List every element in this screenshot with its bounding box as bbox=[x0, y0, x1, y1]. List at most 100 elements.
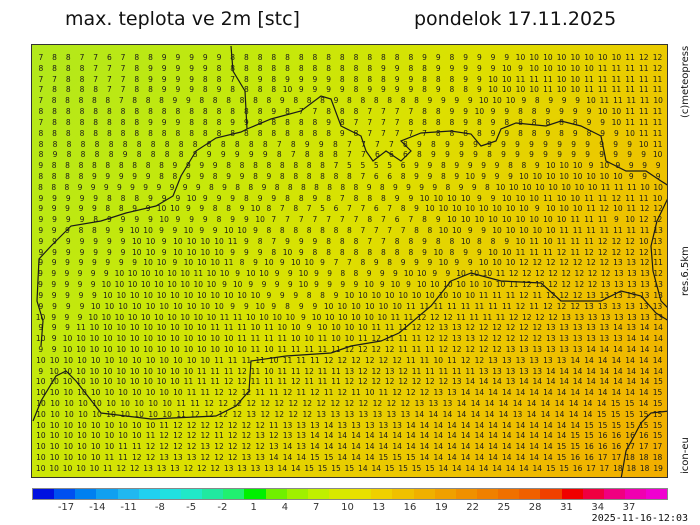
temperature-value: 10 bbox=[290, 258, 301, 268]
temperature-value: 18 bbox=[625, 453, 635, 463]
temperature-value: 14 bbox=[433, 431, 443, 441]
temperature-value: 8 bbox=[66, 139, 72, 149]
temperature-value: 10 bbox=[543, 53, 553, 62]
temperature-value: 14 bbox=[419, 453, 430, 463]
temperature-value: 13 bbox=[428, 399, 439, 408]
temperature-value: 6 bbox=[403, 150, 408, 160]
temperature-value: 9 bbox=[202, 193, 208, 203]
temperature-value: 13 bbox=[442, 399, 453, 408]
temperature-value: 9 bbox=[490, 107, 496, 117]
temperature-value: 13 bbox=[269, 442, 279, 452]
temperature-value: 8 bbox=[159, 171, 164, 181]
temperature-value: 10 bbox=[364, 312, 374, 322]
temperature-value: 11 bbox=[264, 334, 274, 344]
temperature-value: 8 bbox=[394, 53, 400, 62]
color-scale-segment bbox=[138, 489, 160, 499]
temperature-value: 10 bbox=[438, 226, 449, 235]
temperature-value: 10 bbox=[114, 312, 125, 322]
temperature-value: 11 bbox=[296, 388, 306, 398]
temperature-value: 12 bbox=[186, 442, 197, 452]
temperature-value: 10 bbox=[103, 366, 113, 376]
temperature-value: 10 bbox=[505, 96, 516, 106]
temperature-value: 11 bbox=[296, 355, 306, 365]
temperature-value: 8 bbox=[79, 107, 85, 117]
temperature-value: 13 bbox=[613, 280, 624, 290]
temperature-value: 8 bbox=[178, 139, 184, 149]
temperature-value: 12 bbox=[358, 344, 368, 354]
temperature-value: 12 bbox=[323, 355, 334, 365]
temperature-value: 10 bbox=[529, 53, 539, 62]
temperature-value: 8 bbox=[220, 139, 226, 149]
temperature-value: 14 bbox=[568, 409, 579, 419]
temperature-value: 11 bbox=[492, 290, 502, 300]
temperature-value: 8 bbox=[79, 117, 85, 127]
temperature-value: 11 bbox=[419, 301, 430, 311]
temperature-value: 9 bbox=[244, 301, 249, 311]
temperature-value: 12 bbox=[519, 290, 529, 300]
temperature-value: 8 bbox=[403, 139, 408, 149]
temperature-value: 12 bbox=[535, 312, 545, 322]
temperature-value: 8 bbox=[51, 171, 57, 181]
temperature-value: 9 bbox=[51, 312, 57, 322]
temperature-value: 8 bbox=[387, 96, 393, 106]
temperature-value: 10 bbox=[193, 312, 204, 322]
temperature-value: 10 bbox=[264, 366, 274, 376]
temperature-value: 9 bbox=[189, 85, 194, 95]
temperature-value: 9 bbox=[366, 269, 372, 279]
temperature-value: 7 bbox=[230, 74, 236, 84]
temperature-value: 9 bbox=[248, 280, 254, 290]
temperature-value: 13 bbox=[584, 301, 594, 311]
temperature-value: 9 bbox=[172, 96, 178, 106]
temperature-value: 11 bbox=[196, 377, 207, 387]
temperature-value: 10 bbox=[35, 312, 46, 322]
temperature-value: 9 bbox=[212, 226, 218, 235]
temperature-value: 14 bbox=[358, 463, 368, 473]
temperature-value: 10 bbox=[298, 280, 309, 290]
temperature-value: 11 bbox=[331, 366, 341, 376]
temperature-value: 10 bbox=[101, 312, 112, 322]
temperature-value: 12 bbox=[237, 377, 247, 387]
temperature-value: 12 bbox=[260, 399, 271, 408]
temperature-value: 10 bbox=[501, 85, 512, 95]
temperature-value: 12 bbox=[416, 312, 427, 322]
temperature-value: 10 bbox=[159, 388, 169, 398]
temperature-value: 8 bbox=[422, 74, 427, 84]
temperature-value: 15 bbox=[652, 431, 663, 441]
temperature-value: 7 bbox=[347, 258, 352, 268]
temperature-value: 14 bbox=[433, 420, 443, 430]
temperature-value: 14 bbox=[653, 344, 663, 354]
temperature-value: 11 bbox=[639, 85, 649, 95]
temperature-value: 11 bbox=[277, 344, 288, 354]
temperature-value: 9 bbox=[92, 204, 97, 214]
temperature-value: 9 bbox=[628, 161, 634, 171]
temperature-value: 13 bbox=[282, 431, 293, 441]
temperature-value: 12 bbox=[218, 409, 228, 419]
temperature-value: 11 bbox=[529, 301, 539, 311]
temperature-value: 10 bbox=[145, 355, 156, 365]
temperature-value: 10 bbox=[148, 409, 158, 419]
temperature-value: 8 bbox=[230, 53, 236, 62]
temperature-value: 9 bbox=[202, 215, 208, 225]
temperature-value: 10 bbox=[200, 301, 211, 311]
temperature-value: 14 bbox=[277, 463, 288, 473]
temperature-value: 14 bbox=[438, 463, 449, 473]
temperature-value: 9 bbox=[216, 53, 222, 62]
temperature-value: 10 bbox=[196, 334, 207, 344]
temperature-value: 11 bbox=[425, 344, 435, 354]
temperature-value: 11 bbox=[317, 377, 328, 387]
temperature-value: 9 bbox=[103, 269, 109, 279]
color-scale-segment bbox=[75, 489, 97, 499]
temperature-value: 9 bbox=[312, 301, 318, 311]
temperature-value: 12 bbox=[492, 334, 502, 344]
temperature-value: 13 bbox=[625, 301, 635, 311]
temperature-value: 13 bbox=[330, 409, 341, 419]
temperature-value: 15 bbox=[331, 463, 341, 473]
temperature-value: 5 bbox=[387, 161, 393, 171]
temperature-value: 12 bbox=[559, 258, 569, 268]
temperature-value: 13 bbox=[626, 323, 637, 333]
temperature-value: 9 bbox=[655, 161, 661, 171]
temperature-value: 9 bbox=[103, 182, 109, 192]
temperature-value: 9 bbox=[400, 258, 406, 268]
temperature-value: 7 bbox=[120, 53, 126, 62]
temperature-value: 12 bbox=[425, 334, 435, 344]
